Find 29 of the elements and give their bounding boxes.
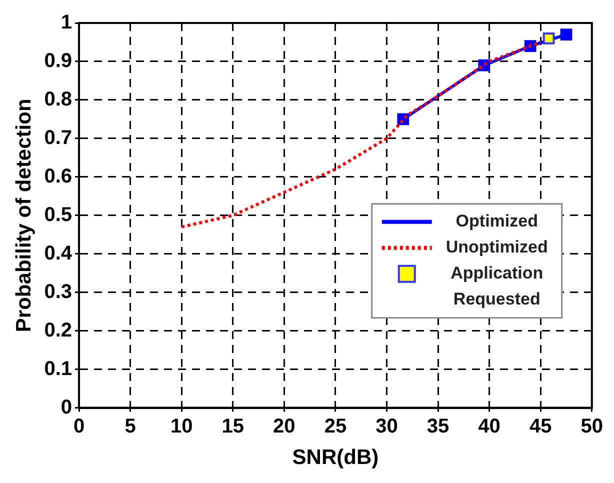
x-tick-label: 50 [580, 415, 603, 438]
y-tick-label: 0.9 [44, 50, 72, 72]
y-tick-label: 0.3 [44, 280, 72, 303]
y-tick-label: 1 [60, 12, 72, 34]
x-tick-label: 15 [222, 415, 244, 438]
x-axis-title: SNR(dB) [292, 446, 379, 470]
legend-label: Optimized [456, 212, 538, 231]
x-tick-label: 40 [478, 415, 500, 438]
x-tick-label: 5 [124, 415, 136, 438]
legend-label: Application Requested [450, 264, 544, 309]
y-tick-label: 0.7 [44, 126, 72, 149]
x-tick-label: 35 [426, 415, 450, 438]
line-series [180, 40, 542, 228]
point [542, 32, 555, 44]
y-tick-label: 0.8 [44, 88, 72, 110]
x-tick-label: 25 [324, 415, 347, 438]
x-tick-label: 20 [273, 415, 296, 438]
y-tick-label: 0.5 [44, 204, 72, 226]
y-tick-label: 0.1 [44, 358, 72, 380]
legend-label: Unoptimized [446, 238, 548, 257]
y-tick-label: 0 [60, 396, 72, 418]
y-axis-title: Probability of detection [12, 98, 36, 332]
y-tick-label: 0.2 [44, 319, 72, 342]
y-tick-label: 0.6 [44, 165, 72, 188]
x-tick-label: 10 [170, 415, 193, 438]
point [560, 28, 572, 40]
x-tick-label: 45 [529, 415, 552, 438]
y-tick-label: 0.4 [44, 242, 73, 264]
x-tick-label: 30 [376, 415, 398, 438]
